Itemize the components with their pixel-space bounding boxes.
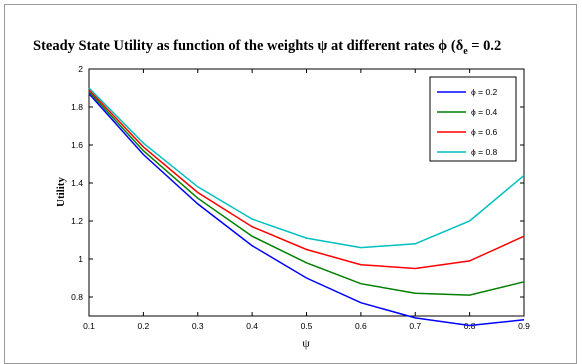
x-tick-label: 0.2 [137, 321, 149, 331]
series-line-4 [88, 87, 525, 249]
x-tick-label: 0.3 [192, 321, 204, 331]
x-tick-label: 0.9 [518, 321, 530, 331]
y-tick-label: 1.2 [71, 216, 83, 226]
x-tick-label: 0.7 [409, 321, 421, 331]
title-main: Steady State Utility as function of the … [33, 38, 463, 54]
series-line-3 [88, 89, 525, 270]
legend-label-3: ϕ = 0.6 [471, 127, 498, 137]
y-tick-label: 1 [78, 254, 83, 264]
legend-box [429, 76, 517, 162]
x-tick-label: 0.5 [301, 321, 313, 331]
legend-label-4: ϕ = 0.8 [471, 147, 498, 157]
y-axis-ticks: 0.8 1 1.2 1.4 1.6 1.8 2 [71, 64, 524, 302]
y-tick-label: 1.6 [71, 140, 83, 150]
legend-label-1: ϕ = 0.2 [471, 87, 498, 97]
series-line-1 [88, 93, 525, 327]
title-tail: = 0.2 [468, 38, 502, 54]
series-lines [88, 87, 525, 327]
x-tick-label: 0.1 [83, 321, 95, 331]
legend: ϕ = 0.2 ϕ = 0.4 ϕ = 0.6 ϕ = 0.8 [429, 76, 517, 162]
y-tick-label: 2 [78, 64, 83, 74]
legend-label-2: ϕ = 0.4 [471, 107, 498, 117]
y-axis-label: Utility [55, 177, 67, 207]
x-tick-label: 0.4 [246, 321, 258, 331]
y-tick-label: 0.8 [71, 292, 83, 302]
x-tick-label: 0.6 [355, 321, 367, 331]
line-chart: Steady State Utility as function of the … [33, 38, 530, 350]
chart-title: Steady State Utility as function of the … [33, 38, 501, 57]
title-subscript: e [463, 46, 468, 57]
series-line-2 [88, 91, 525, 296]
y-tick-label: 1.4 [71, 178, 83, 188]
y-tick-label: 1.8 [71, 102, 83, 112]
x-axis-label: ψ [302, 336, 310, 350]
